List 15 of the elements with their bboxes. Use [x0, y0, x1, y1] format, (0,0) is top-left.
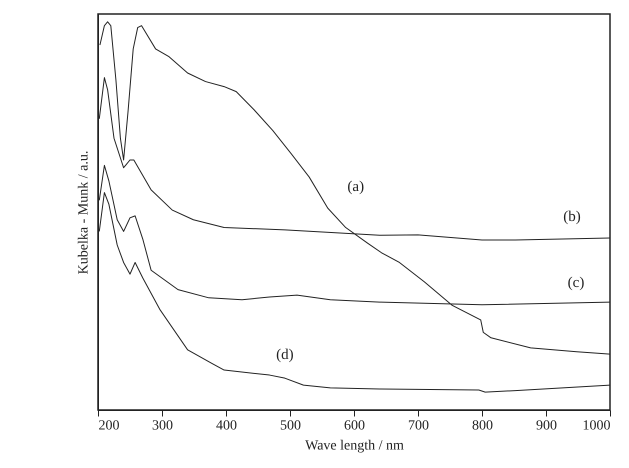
series-label: (c)	[568, 275, 584, 292]
series-label: (a)	[347, 179, 364, 196]
x-tick-label: 200	[98, 418, 120, 434]
x-tick-label: 400	[216, 418, 237, 434]
x-tick-label: 600	[344, 418, 365, 434]
series-label: (d)	[276, 347, 294, 364]
x-tick-label: 700	[408, 418, 429, 434]
x-tick-label: 300	[152, 418, 173, 434]
x-tick-label: 1000	[582, 418, 610, 434]
series-label: (b)	[563, 209, 581, 226]
x-axis-title: Wave length / nm	[305, 438, 404, 454]
x-tick-label: 800	[472, 418, 493, 434]
y-axis-title: Kubelka - Munk / a.u.	[76, 150, 92, 274]
x-tick-label: 900	[536, 418, 557, 434]
x-tick-label: 500	[280, 418, 301, 434]
